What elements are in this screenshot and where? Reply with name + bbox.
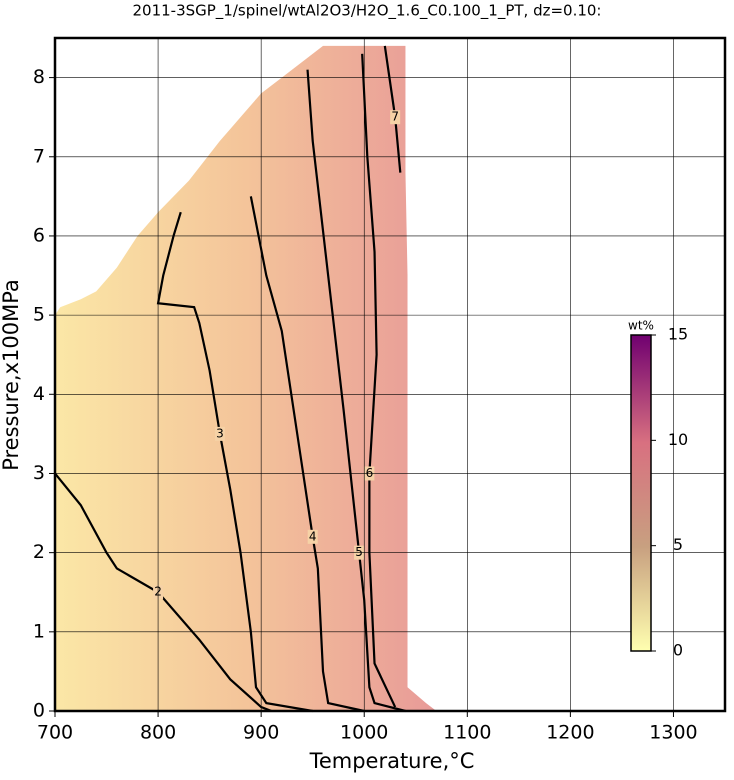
y-tick-label: 4: [33, 383, 45, 405]
contour-line: [361, 53, 397, 708]
colorbar-tick-label: 15: [668, 325, 688, 344]
y-tick-label: 1: [33, 620, 45, 642]
contour-label: 6: [366, 466, 374, 480]
x-tick-label: 1000: [340, 722, 388, 744]
chart-title: 2011-3SGP_1/spinel/wtAl2O3/H2O_1.6_C0.10…: [132, 2, 601, 21]
x-tick-label: 1200: [546, 722, 594, 744]
y-tick-label: 3: [33, 462, 45, 484]
contour-label-bg: [390, 110, 401, 125]
y-axis-label: Pressure,x100MPa: [0, 279, 23, 471]
y-tick-label: 7: [33, 145, 45, 167]
contour-line: [156, 211, 313, 713]
colorbar-label: wt%: [628, 319, 654, 333]
x-tick-label: 1100: [443, 722, 491, 744]
colorbar-tick-label: 5: [673, 535, 683, 554]
plot-frame: [53, 36, 727, 713]
x-axis-label: Temperature,°C: [309, 749, 475, 773]
y-tick-label: 6: [33, 224, 45, 246]
x-tick-label: 800: [140, 722, 176, 744]
y-tick-label: 8: [33, 66, 45, 88]
contour-label: 3: [216, 426, 224, 440]
contour-label: 7: [391, 110, 399, 124]
colorbar-tick-label: 10: [668, 430, 688, 449]
y-tick-label: 5: [33, 304, 45, 326]
x-tick-label: 900: [243, 722, 279, 744]
contour-label: 4: [309, 529, 317, 543]
x-tick-label: 1300: [649, 722, 697, 744]
contour-label: 5: [355, 545, 363, 559]
contour-label-bg: [307, 529, 318, 544]
colorbar: [630, 334, 652, 652]
contour-label-bg: [214, 426, 225, 441]
y-tick-label: 2: [33, 541, 45, 563]
y-tick-label: 0: [33, 700, 45, 722]
colorbar-tick-label: 0: [673, 641, 683, 660]
x-tick-label: 700: [37, 722, 73, 744]
field: [55, 45, 437, 711]
